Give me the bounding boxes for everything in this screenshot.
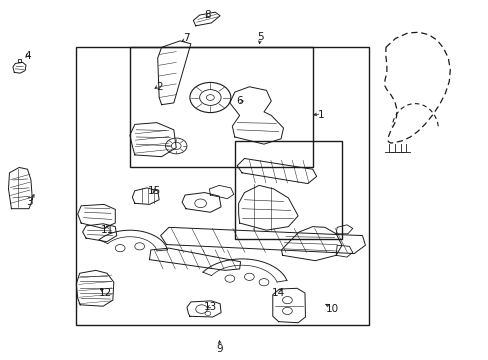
Text: 5: 5: [256, 32, 263, 41]
Text: 2: 2: [156, 82, 162, 92]
Text: 7: 7: [183, 33, 189, 43]
Text: 14: 14: [271, 288, 285, 298]
Text: 9: 9: [216, 343, 223, 354]
Text: 6: 6: [236, 96, 243, 106]
Text: 10: 10: [325, 304, 338, 314]
Text: 8: 8: [204, 10, 211, 20]
Text: 11: 11: [100, 225, 113, 235]
Text: 1: 1: [318, 111, 324, 121]
Text: 15: 15: [147, 186, 161, 196]
Text: 12: 12: [98, 288, 111, 298]
Bar: [76, 47, 368, 325]
Bar: [234, 140, 341, 239]
Text: 4: 4: [24, 51, 31, 61]
Bar: [130, 47, 312, 167]
Text: 3: 3: [26, 197, 33, 207]
Text: 13: 13: [203, 302, 217, 312]
